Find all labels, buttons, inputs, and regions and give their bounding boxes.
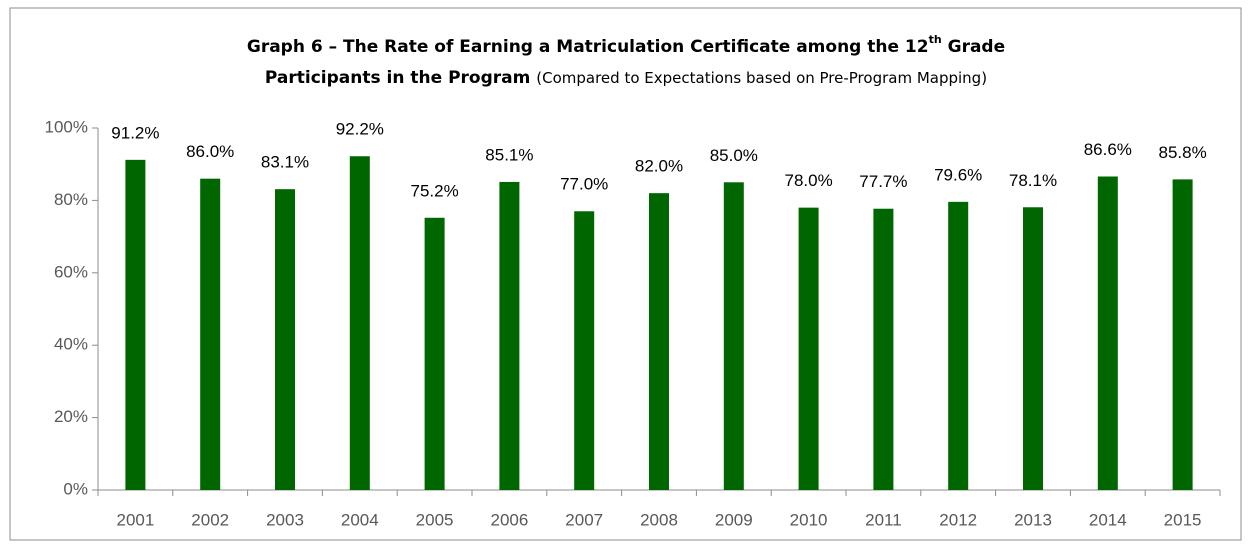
bar	[1097, 176, 1118, 490]
data-label: 91.2%	[111, 123, 159, 142]
bar	[1172, 179, 1193, 491]
bar	[873, 208, 894, 490]
data-label: 77.7%	[859, 172, 907, 191]
data-label: 86.6%	[1084, 140, 1132, 159]
chart-subtitle: (Compared to Expectations based on Pre-P…	[536, 69, 987, 87]
bar	[125, 159, 146, 490]
y-tick-label: 0%	[63, 479, 88, 498]
y-tick-label: 60%	[54, 262, 88, 281]
bar	[499, 181, 520, 491]
title-part: Grade	[942, 37, 1005, 57]
data-label: 85.1%	[485, 145, 533, 164]
data-label: 79.6%	[934, 165, 982, 184]
data-label: 75.2%	[410, 181, 458, 200]
data-label: 82.0%	[635, 157, 683, 176]
bar	[200, 178, 221, 490]
chart-frame	[9, 7, 1242, 541]
x-tick-label: 2015	[1164, 510, 1202, 529]
title-part: Participants in the Program	[265, 68, 530, 88]
bar	[1023, 207, 1043, 490]
x-tick-label: 2002	[191, 510, 229, 529]
title-superscript: th	[929, 33, 942, 46]
data-label: 85.8%	[1158, 143, 1206, 162]
bar	[275, 189, 295, 491]
x-tick-label: 2014	[1089, 510, 1127, 529]
data-label: 85.0%	[710, 146, 758, 165]
y-tick-label: 80%	[54, 190, 88, 209]
y-tick-label: 40%	[54, 335, 88, 354]
x-tick-label: 2013	[1014, 510, 1052, 529]
data-label: 92.2%	[336, 120, 384, 139]
data-label: 83.1%	[261, 153, 309, 172]
bar	[349, 156, 370, 490]
x-tick-label: 2008	[640, 510, 678, 529]
chart-title-line: Participants in the Program (Compared to…	[265, 68, 987, 88]
data-label: 78.0%	[784, 171, 832, 190]
bar	[948, 201, 969, 490]
data-label: 77.0%	[560, 175, 608, 194]
bar	[424, 217, 445, 490]
x-tick-label: 2003	[266, 510, 304, 529]
x-tick-label: 2005	[416, 510, 454, 529]
title-part: Graph 6 – The Rate of Earning a Matricul…	[247, 37, 929, 57]
y-tick-label: 100%	[45, 117, 88, 136]
bar	[574, 211, 595, 490]
x-tick-label: 2010	[790, 510, 828, 529]
x-tick-label: 2012	[939, 510, 977, 529]
x-tick-label: 2006	[490, 510, 528, 529]
x-tick-label: 2011	[865, 510, 902, 529]
bar	[649, 193, 669, 490]
data-label: 78.1%	[1009, 171, 1057, 190]
chart-title-line: Graph 6 – The Rate of Earning a Matricul…	[247, 33, 1005, 57]
x-tick-label: 2009	[715, 510, 753, 529]
x-tick-label: 2007	[565, 510, 603, 529]
y-tick-label: 20%	[54, 407, 88, 426]
bar	[723, 182, 744, 491]
x-tick-label: 2004	[341, 510, 379, 529]
bar	[798, 207, 819, 490]
data-label: 86.0%	[186, 142, 234, 161]
x-tick-label: 2001	[116, 510, 154, 529]
